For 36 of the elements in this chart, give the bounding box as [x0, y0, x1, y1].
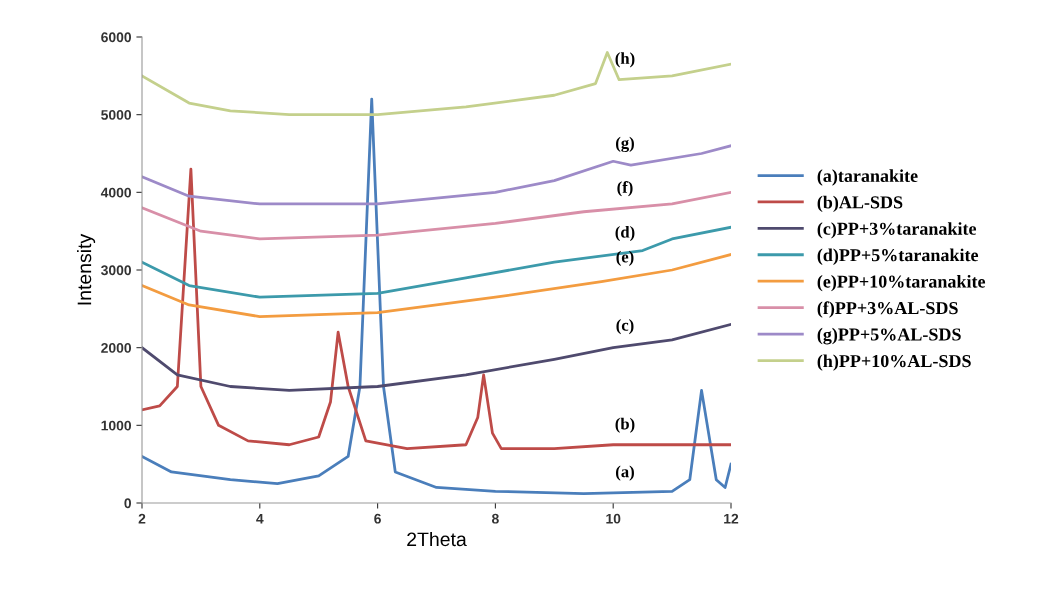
x-axis-title: 2Theta — [407, 531, 467, 547]
x-tick-label: 2 — [138, 513, 146, 524]
y-tick-label: 4000 — [100, 187, 132, 198]
x-tick-label: 4 — [256, 513, 264, 524]
annotation: (d) — [615, 225, 635, 242]
annotation: (e) — [616, 250, 634, 266]
x-tick-label: 10 — [606, 513, 621, 524]
x-tick-label: 8 — [491, 513, 499, 524]
annotation: (g) — [616, 136, 634, 153]
line-series — [142, 253, 731, 318]
legend-label: (a)taranakite — [817, 169, 918, 186]
annotation: (h) — [615, 52, 635, 68]
y-tick-label: 3000 — [101, 265, 132, 276]
x-tick-label: 12 — [724, 513, 739, 524]
line-series — [142, 51, 731, 117]
legend-label: (b)AL-SDS — [817, 195, 903, 213]
line-series — [142, 167, 731, 451]
legend-label: (f)PP+3%AL-SDS — [817, 301, 958, 318]
y-tick-label: 5000 — [101, 110, 132, 120]
annotation: (b) — [615, 417, 635, 433]
legend-label: (h)PP+10%AL-SDS — [817, 354, 971, 371]
line-series — [142, 97, 731, 496]
legend-label: (e)PP+10%taranakite — [817, 274, 986, 292]
y-tick-label: 0 — [124, 498, 132, 509]
annotation: (c) — [616, 319, 634, 335]
legend-label: (c)PP+3%taranakite — [817, 222, 977, 239]
y-tick-label: 1000 — [101, 420, 132, 431]
y-axis-title: Intensity — [77, 233, 96, 305]
line-series — [142, 225, 731, 299]
annotation: (f) — [617, 181, 633, 197]
y-tick-label: 2000 — [101, 343, 132, 353]
legend-label: (g)PP+5%AL-SDS — [817, 327, 961, 345]
annotation: (a) — [616, 465, 634, 481]
y-tick-label: 6000 — [101, 32, 132, 43]
x-tick-label: 6 — [374, 513, 381, 524]
legend-label: (d)PP+5%taranakite — [817, 248, 979, 265]
